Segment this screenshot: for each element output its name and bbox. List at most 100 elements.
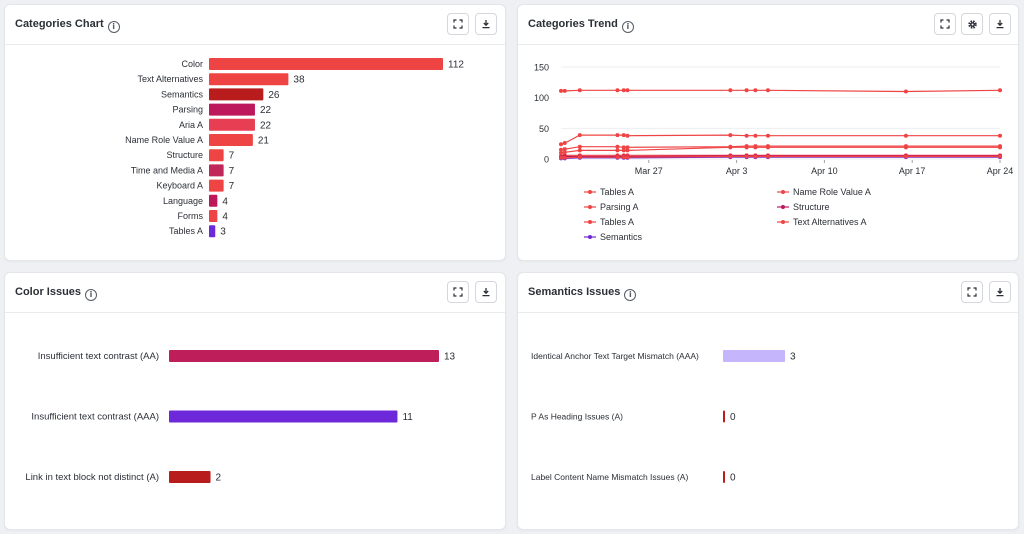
bar — [209, 118, 255, 131]
value-label: 38 — [293, 75, 305, 86]
download-button[interactable] — [989, 281, 1011, 303]
x-tick-label: Apr 10 — [811, 166, 838, 176]
category-label: Text Alternatives — [137, 74, 203, 84]
download-icon — [996, 288, 1004, 297]
data-point — [728, 145, 733, 150]
data-point — [728, 154, 733, 159]
data-point — [998, 88, 1002, 93]
bar — [209, 149, 224, 162]
bar — [169, 471, 211, 483]
download-button[interactable] — [475, 13, 497, 35]
info-icon[interactable]: i — [624, 289, 637, 301]
expand-icon — [940, 19, 950, 29]
x-tick-label: Apr 3 — [726, 166, 748, 176]
expand-icon — [453, 287, 463, 297]
data-point — [621, 88, 626, 93]
category-label: Link in text block not distinct (A) — [25, 472, 159, 483]
legend-marker-dot — [781, 190, 785, 194]
data-point — [744, 133, 749, 138]
category-label: Insufficient text contrast (AAA) — [31, 412, 159, 423]
card-title-text: Categories Trend — [528, 18, 618, 30]
legend-label: Semantics — [600, 232, 643, 242]
data-point — [625, 133, 630, 138]
category-label: Aria A — [179, 120, 203, 130]
data-point — [577, 144, 582, 149]
data-point — [559, 88, 563, 93]
category-label: Structure — [166, 150, 203, 160]
color-issues-card: Color Issues i Insufficient text contrast… — [4, 272, 506, 530]
y-tick-label: 100 — [534, 93, 549, 103]
data-point — [728, 133, 733, 138]
series-line — [560, 155, 1000, 158]
x-tick-label: Mar 27 — [635, 166, 663, 176]
x-tick-label: Apr 17 — [899, 166, 926, 176]
card-header: Color Issues i — [5, 273, 505, 313]
category-label: Semantics — [161, 89, 204, 99]
data-point — [765, 154, 770, 159]
y-tick-label: 150 — [534, 63, 549, 73]
category-label: Language — [163, 196, 203, 206]
legend-label: Tables A — [600, 217, 634, 227]
info-icon[interactable]: i — [107, 21, 120, 33]
data-point — [621, 155, 626, 160]
data-point — [625, 88, 630, 93]
bar — [723, 350, 785, 362]
card-title: Semantics Issues i — [528, 286, 637, 301]
data-point — [559, 155, 563, 160]
expand-button[interactable] — [934, 13, 956, 35]
legend-marker-dot — [588, 235, 592, 239]
data-point — [621, 145, 626, 150]
data-point — [615, 133, 620, 138]
category-label: Keyboard A — [156, 181, 203, 191]
bar — [209, 194, 218, 207]
settings-button[interactable] — [961, 13, 983, 35]
download-button[interactable] — [475, 281, 497, 303]
bar — [209, 134, 253, 146]
category-label: Label Content Name Mismatch Issues (A) — [531, 472, 688, 482]
category-label: Identical Anchor Text Target Mismatch (A… — [531, 351, 699, 361]
legend-label: Parsing A — [600, 202, 639, 212]
data-point — [998, 133, 1002, 138]
data-point — [559, 150, 563, 155]
bar — [209, 58, 443, 70]
value-label: 3 — [790, 352, 796, 363]
data-point — [562, 147, 567, 152]
value-label: 4 — [222, 212, 228, 223]
expand-button[interactable] — [447, 13, 469, 35]
expand-button[interactable] — [961, 281, 983, 303]
bar — [169, 410, 398, 423]
data-point — [744, 145, 749, 150]
bar — [209, 210, 218, 222]
data-point — [753, 133, 758, 138]
data-point — [625, 145, 630, 150]
gear-icon — [967, 20, 977, 29]
data-point — [765, 145, 770, 150]
category-label: P As Heading Issues (A) — [531, 412, 623, 422]
value-label: 4 — [222, 196, 228, 207]
expand-icon — [967, 287, 977, 297]
data-point — [903, 145, 908, 150]
info-icon[interactable]: i — [621, 21, 634, 33]
data-point — [744, 154, 749, 159]
series-line — [560, 145, 1000, 151]
data-point — [615, 88, 620, 93]
data-point — [621, 148, 626, 153]
data-point — [615, 155, 620, 160]
data-point — [998, 145, 1002, 150]
data-point — [753, 145, 758, 150]
download-button[interactable] — [989, 13, 1011, 35]
value-label: 2 — [216, 473, 222, 484]
legend-label: Tables A — [600, 187, 634, 197]
legend-label: Text Alternatives A — [793, 217, 867, 227]
card-title-text: Categories Chart — [15, 18, 104, 30]
card-header: Categories Trend i — [518, 5, 1018, 45]
data-point — [625, 148, 630, 153]
value-label: 0 — [730, 412, 736, 423]
value-label: 0 — [730, 473, 736, 484]
data-point — [559, 147, 563, 152]
info-icon[interactable]: i — [85, 289, 98, 301]
value-label: 11 — [402, 412, 413, 423]
card-title-text: Semantics Issues — [528, 286, 621, 298]
expand-button[interactable] — [447, 281, 469, 303]
value-label: 22 — [260, 120, 272, 131]
